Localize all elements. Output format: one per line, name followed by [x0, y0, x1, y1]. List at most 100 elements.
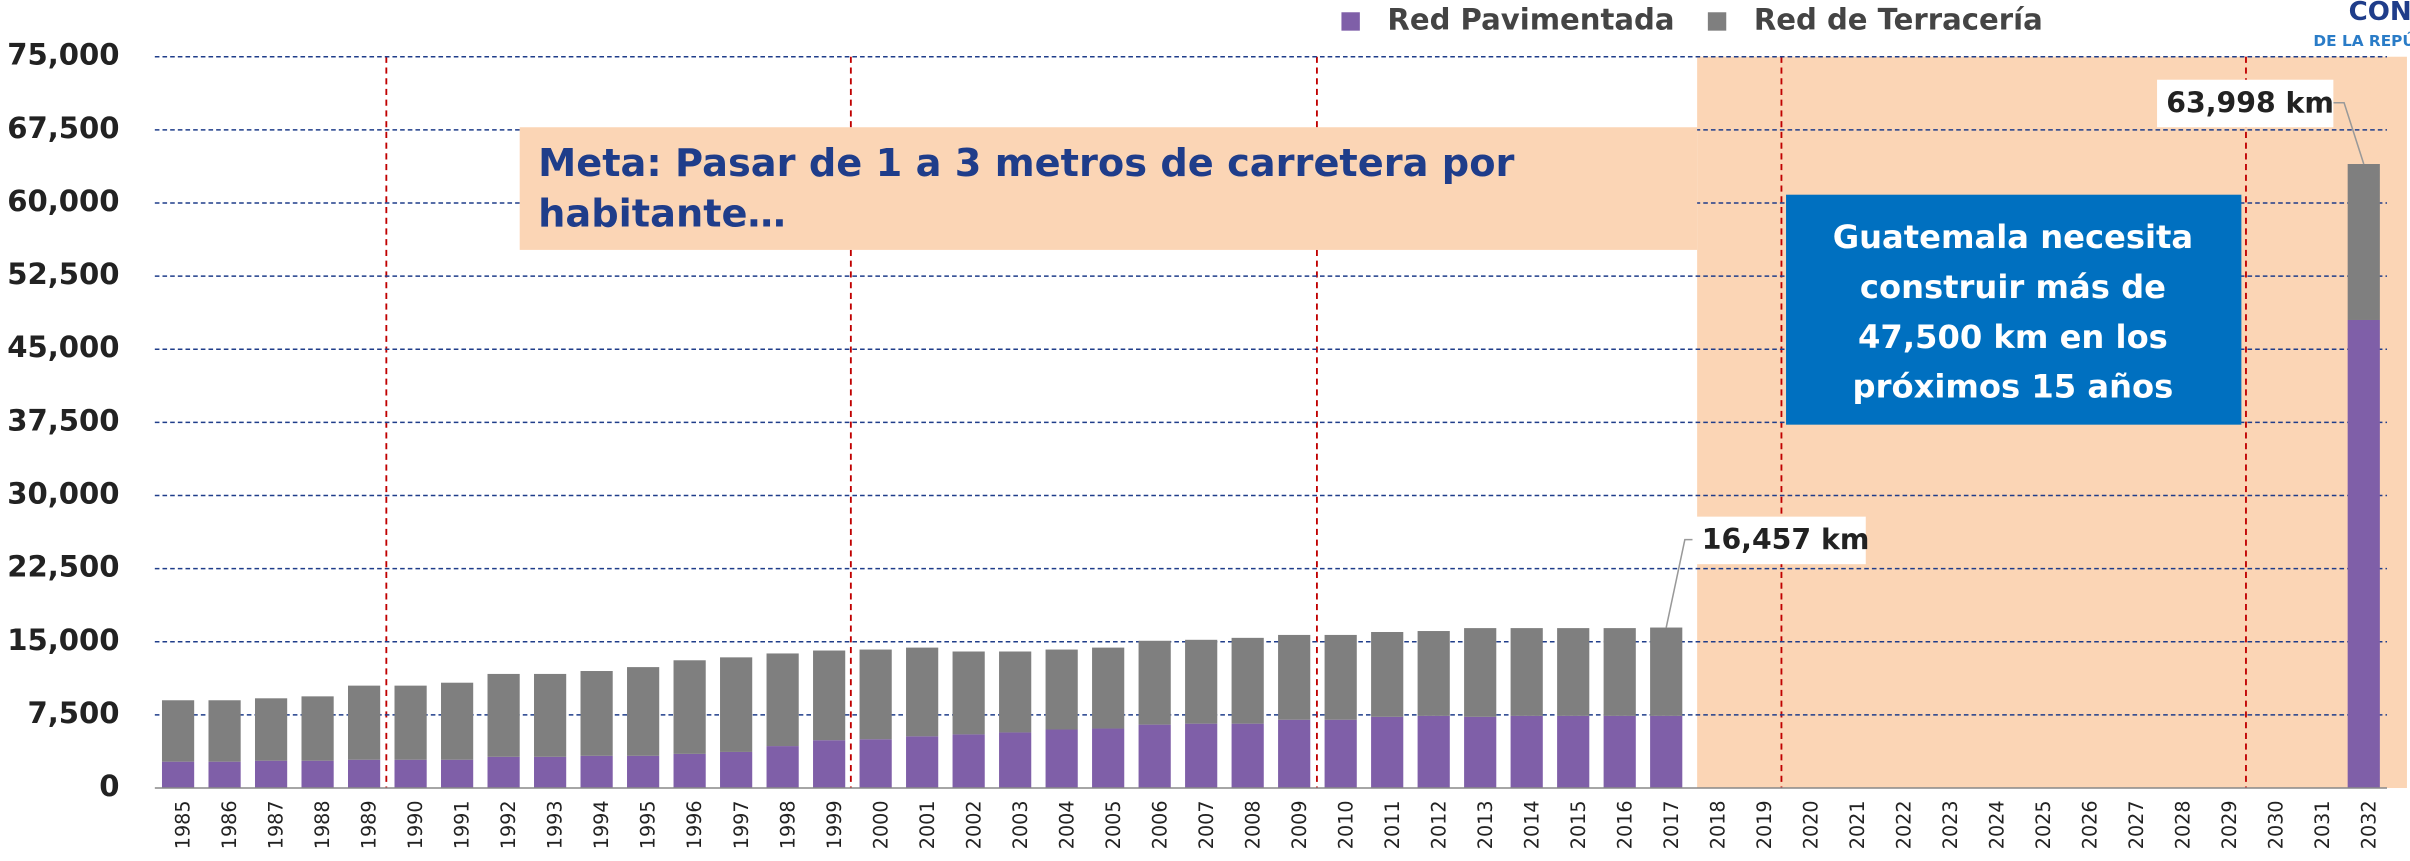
x-tick-label: 2009: [1288, 800, 1311, 849]
goal-text: Meta: Pasar de 1 a 3 metros de carretera…: [538, 141, 1514, 186]
goal-text: habitante…: [538, 192, 786, 237]
x-tick-label: 1992: [497, 800, 520, 849]
bar-segment: [1138, 640, 1171, 725]
bar-segment: [301, 696, 334, 761]
x-tick-label: 2005: [1102, 800, 1125, 849]
x-tick-label: 2018: [1706, 800, 1729, 849]
x-tick-label: 2031: [2311, 800, 2334, 849]
x-tick-label: 1986: [218, 800, 241, 849]
bar-segment: [1557, 715, 1590, 789]
x-tick-label: 1996: [683, 800, 706, 849]
bar-segment: [580, 755, 613, 789]
bar-segment: [1464, 628, 1497, 717]
bar-segment: [1510, 628, 1543, 716]
bar-segment: [1417, 715, 1450, 789]
logo-text: CONG: [2349, 0, 2410, 27]
x-tick-label: 1995: [637, 800, 660, 849]
bar-segment: [2347, 319, 2380, 789]
legend-swatch: [1341, 12, 1360, 31]
y-tick-label: 7,500: [27, 696, 119, 730]
bar-segment: [766, 653, 799, 747]
legend-swatch: [1707, 12, 1727, 31]
bar-segment: [1557, 628, 1590, 716]
bar-segment: [441, 682, 474, 760]
x-tick-label: 1991: [451, 800, 474, 849]
x-tick-label: 2020: [1799, 800, 1822, 849]
bar-segment: [1045, 649, 1078, 730]
x-tick-label: 2012: [1427, 800, 1450, 849]
x-tick-label: 2006: [1148, 800, 1171, 849]
leader-line: [1665, 538, 1693, 628]
bar-segment: [859, 739, 892, 789]
bar-segment: [208, 700, 241, 762]
y-tick-label: 37,500: [7, 403, 119, 437]
x-tick-label: 1997: [730, 800, 753, 849]
y-tick-label: 15,000: [7, 623, 119, 657]
bar-segment: [1185, 639, 1218, 724]
bar-segment: [1231, 637, 1264, 724]
bar-segment: [1138, 724, 1171, 789]
bar-segment: [813, 650, 846, 741]
bar-segment: [999, 732, 1032, 789]
bar-segment: [673, 753, 706, 789]
bar-segment: [720, 657, 753, 752]
note-text: construir más de: [1860, 268, 2166, 306]
x-tick-label: 2002: [962, 800, 985, 849]
bar-segment: [906, 736, 939, 789]
bar-segment: [1417, 631, 1450, 716]
bar-segment: [1603, 715, 1636, 789]
x-tick-label: 2028: [2171, 800, 2194, 849]
x-tick-label: 2007: [1195, 800, 1218, 849]
bar-segment: [1603, 628, 1636, 716]
y-tick-label: 30,000: [7, 476, 119, 510]
y-tick-label: 67,500: [7, 111, 119, 145]
y-tick-label: 22,500: [7, 550, 119, 584]
y-tick-label: 45,000: [7, 330, 119, 364]
goal-box: [519, 127, 1698, 250]
bar-segment: [2347, 163, 2380, 320]
bar-segment: [766, 746, 799, 789]
x-tick-label: 1993: [544, 800, 567, 849]
bar-segment: [487, 756, 520, 789]
x-tick-label: 1987: [265, 800, 288, 849]
x-tick-label: 2014: [1520, 800, 1543, 849]
bar-segment: [906, 647, 939, 737]
bar-segment: [534, 673, 567, 757]
x-tick-label: 2017: [1660, 800, 1683, 849]
bar-segment: [348, 685, 381, 760]
total-label: 63,998 km: [2166, 86, 2334, 119]
bar-segment: [348, 759, 381, 789]
x-tick-label: 1990: [404, 800, 427, 849]
x-tick-label: 2011: [1381, 800, 1404, 849]
bar-segment: [1324, 634, 1357, 720]
bar-segment: [1231, 723, 1264, 789]
bar-segment: [394, 759, 427, 789]
bar-segment: [580, 671, 613, 756]
y-tick-label: 75,000: [7, 38, 119, 72]
y-tick-label: 52,500: [7, 257, 119, 291]
x-tick-label: 2019: [1753, 800, 1776, 849]
bar-segment: [1464, 716, 1497, 789]
x-tick-label: 2004: [1055, 800, 1078, 849]
bar-segment: [859, 649, 892, 740]
x-tick-label: 2030: [2264, 800, 2287, 849]
x-tick-label: 2025: [2032, 800, 2055, 849]
bar-segment: [1371, 632, 1404, 717]
y-tick-label: 60,000: [7, 184, 119, 218]
logo-subtext: DE LA REPÚ: [2313, 31, 2410, 50]
x-tick-label: 1989: [358, 800, 381, 849]
leader-line: [2333, 101, 2365, 165]
bar-segment: [813, 740, 846, 789]
bar-segment: [487, 673, 520, 757]
bar-segment: [952, 651, 985, 735]
x-tick-label: 1994: [590, 800, 613, 849]
bar-segment: [627, 667, 660, 756]
bar-segment: [441, 759, 474, 789]
x-tick-label: 2021: [1846, 800, 1869, 849]
y-tick-label: 0: [99, 769, 119, 803]
legend-label: Red de Terracería: [1754, 2, 2043, 36]
bar-segment: [161, 700, 195, 762]
x-tick-label: 2003: [1009, 800, 1032, 849]
x-tick-label: 2013: [1474, 800, 1497, 849]
